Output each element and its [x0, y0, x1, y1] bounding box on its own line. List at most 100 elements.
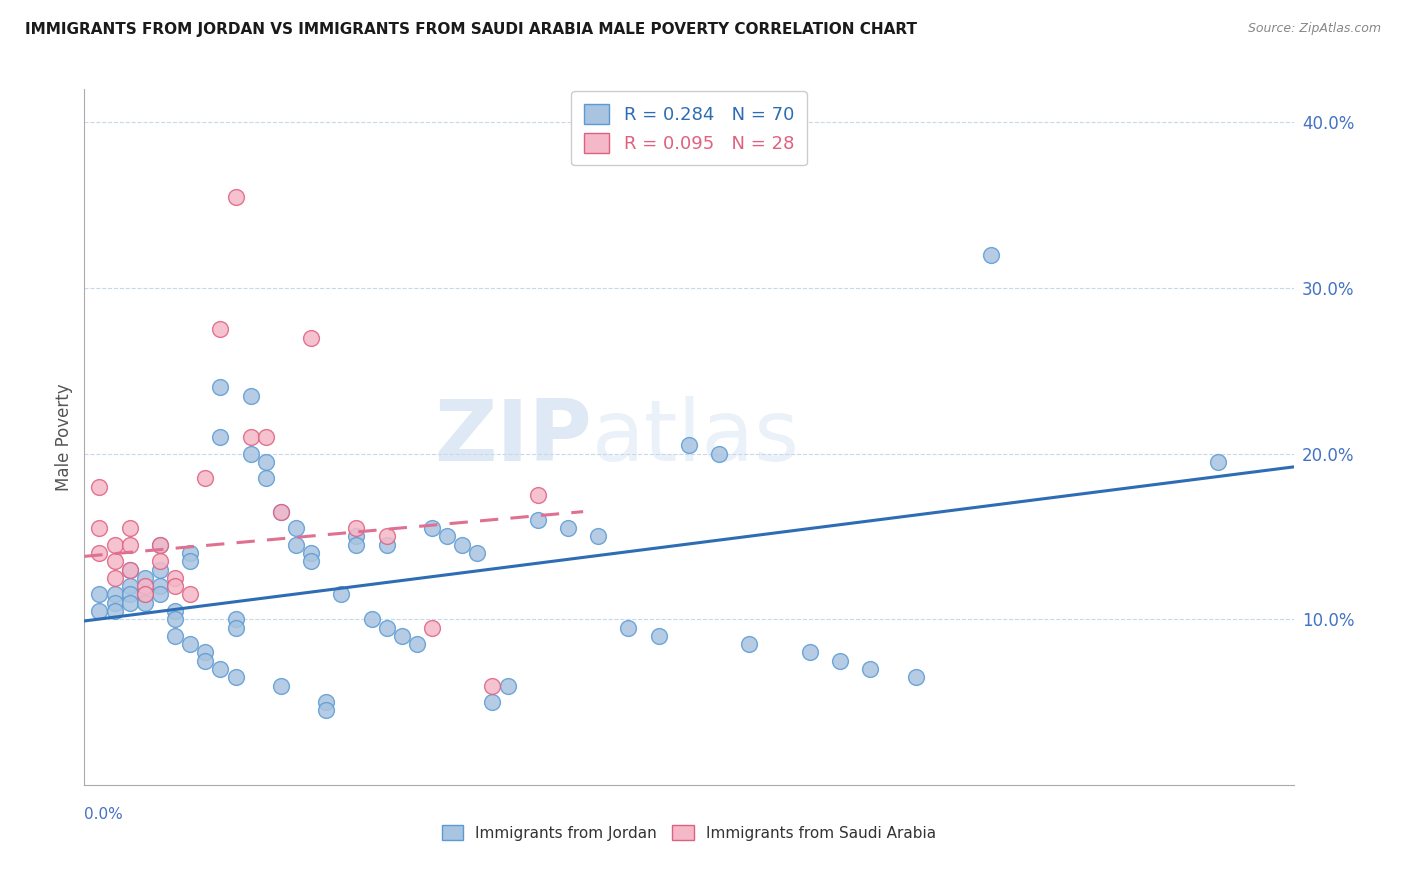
Point — [904, 670, 927, 684]
Point — [346, 521, 368, 535]
Point — [285, 538, 308, 552]
Point — [375, 529, 398, 543]
Point — [118, 563, 141, 577]
Point — [104, 596, 127, 610]
Point — [118, 579, 141, 593]
Point — [406, 637, 429, 651]
Point — [149, 579, 172, 593]
Point — [118, 596, 141, 610]
Point — [315, 703, 337, 717]
Point — [194, 654, 217, 668]
Point — [527, 513, 550, 527]
Point — [299, 554, 322, 568]
Point — [859, 662, 882, 676]
Point — [799, 645, 821, 659]
Point — [346, 538, 368, 552]
Point — [451, 538, 474, 552]
Point — [1206, 455, 1229, 469]
Point — [179, 637, 201, 651]
Y-axis label: Male Poverty: Male Poverty — [55, 384, 73, 491]
Point — [709, 447, 731, 461]
Point — [285, 521, 308, 535]
Point — [149, 587, 172, 601]
Point — [225, 190, 247, 204]
Point — [239, 447, 262, 461]
Point — [118, 521, 141, 535]
Point — [481, 695, 503, 709]
Point — [179, 587, 201, 601]
Point — [239, 430, 262, 444]
Point — [346, 529, 368, 543]
Legend: Immigrants from Jordan, Immigrants from Saudi Arabia: Immigrants from Jordan, Immigrants from … — [436, 819, 942, 847]
Point — [254, 455, 277, 469]
Point — [104, 538, 127, 552]
Point — [134, 587, 156, 601]
Point — [254, 430, 277, 444]
Point — [270, 505, 292, 519]
Point — [270, 505, 292, 519]
Point — [209, 662, 232, 676]
Point — [617, 621, 640, 635]
Point — [89, 546, 111, 560]
Point — [104, 554, 127, 568]
Point — [89, 480, 111, 494]
Point — [89, 587, 111, 601]
Point — [225, 612, 247, 626]
Point — [980, 248, 1002, 262]
Point — [254, 471, 277, 485]
Point — [89, 521, 111, 535]
Point — [165, 579, 187, 593]
Point — [299, 546, 322, 560]
Point — [194, 471, 217, 485]
Point — [165, 571, 187, 585]
Text: IMMIGRANTS FROM JORDAN VS IMMIGRANTS FROM SAUDI ARABIA MALE POVERTY CORRELATION : IMMIGRANTS FROM JORDAN VS IMMIGRANTS FRO… — [25, 22, 917, 37]
Point — [420, 521, 443, 535]
Point — [299, 331, 322, 345]
Point — [239, 389, 262, 403]
Point — [375, 538, 398, 552]
Point — [420, 621, 443, 635]
Point — [375, 621, 398, 635]
Point — [104, 604, 127, 618]
Point — [360, 612, 382, 626]
Point — [225, 621, 247, 635]
Point — [527, 488, 550, 502]
Point — [738, 637, 761, 651]
Point — [134, 571, 156, 585]
Point — [225, 670, 247, 684]
Point — [391, 629, 413, 643]
Point — [104, 571, 127, 585]
Point — [830, 654, 852, 668]
Point — [149, 554, 172, 568]
Point — [467, 546, 489, 560]
Point — [270, 679, 292, 693]
Text: 0.0%: 0.0% — [84, 807, 124, 822]
Point — [134, 596, 156, 610]
Point — [436, 529, 458, 543]
Point — [194, 645, 217, 659]
Point — [648, 629, 671, 643]
Point — [118, 587, 141, 601]
Point — [149, 563, 172, 577]
Point — [165, 629, 187, 643]
Point — [557, 521, 579, 535]
Point — [496, 679, 519, 693]
Point — [118, 563, 141, 577]
Point — [209, 380, 232, 394]
Point — [315, 695, 337, 709]
Point — [678, 438, 700, 452]
Point — [104, 587, 127, 601]
Point — [89, 604, 111, 618]
Point — [149, 538, 172, 552]
Point — [118, 538, 141, 552]
Text: Source: ZipAtlas.com: Source: ZipAtlas.com — [1247, 22, 1381, 36]
Point — [179, 554, 201, 568]
Point — [209, 322, 232, 336]
Point — [134, 579, 156, 593]
Point — [481, 679, 503, 693]
Point — [330, 587, 353, 601]
Text: ZIP: ZIP — [434, 395, 592, 479]
Text: atlas: atlas — [592, 395, 800, 479]
Point — [165, 612, 187, 626]
Point — [209, 430, 232, 444]
